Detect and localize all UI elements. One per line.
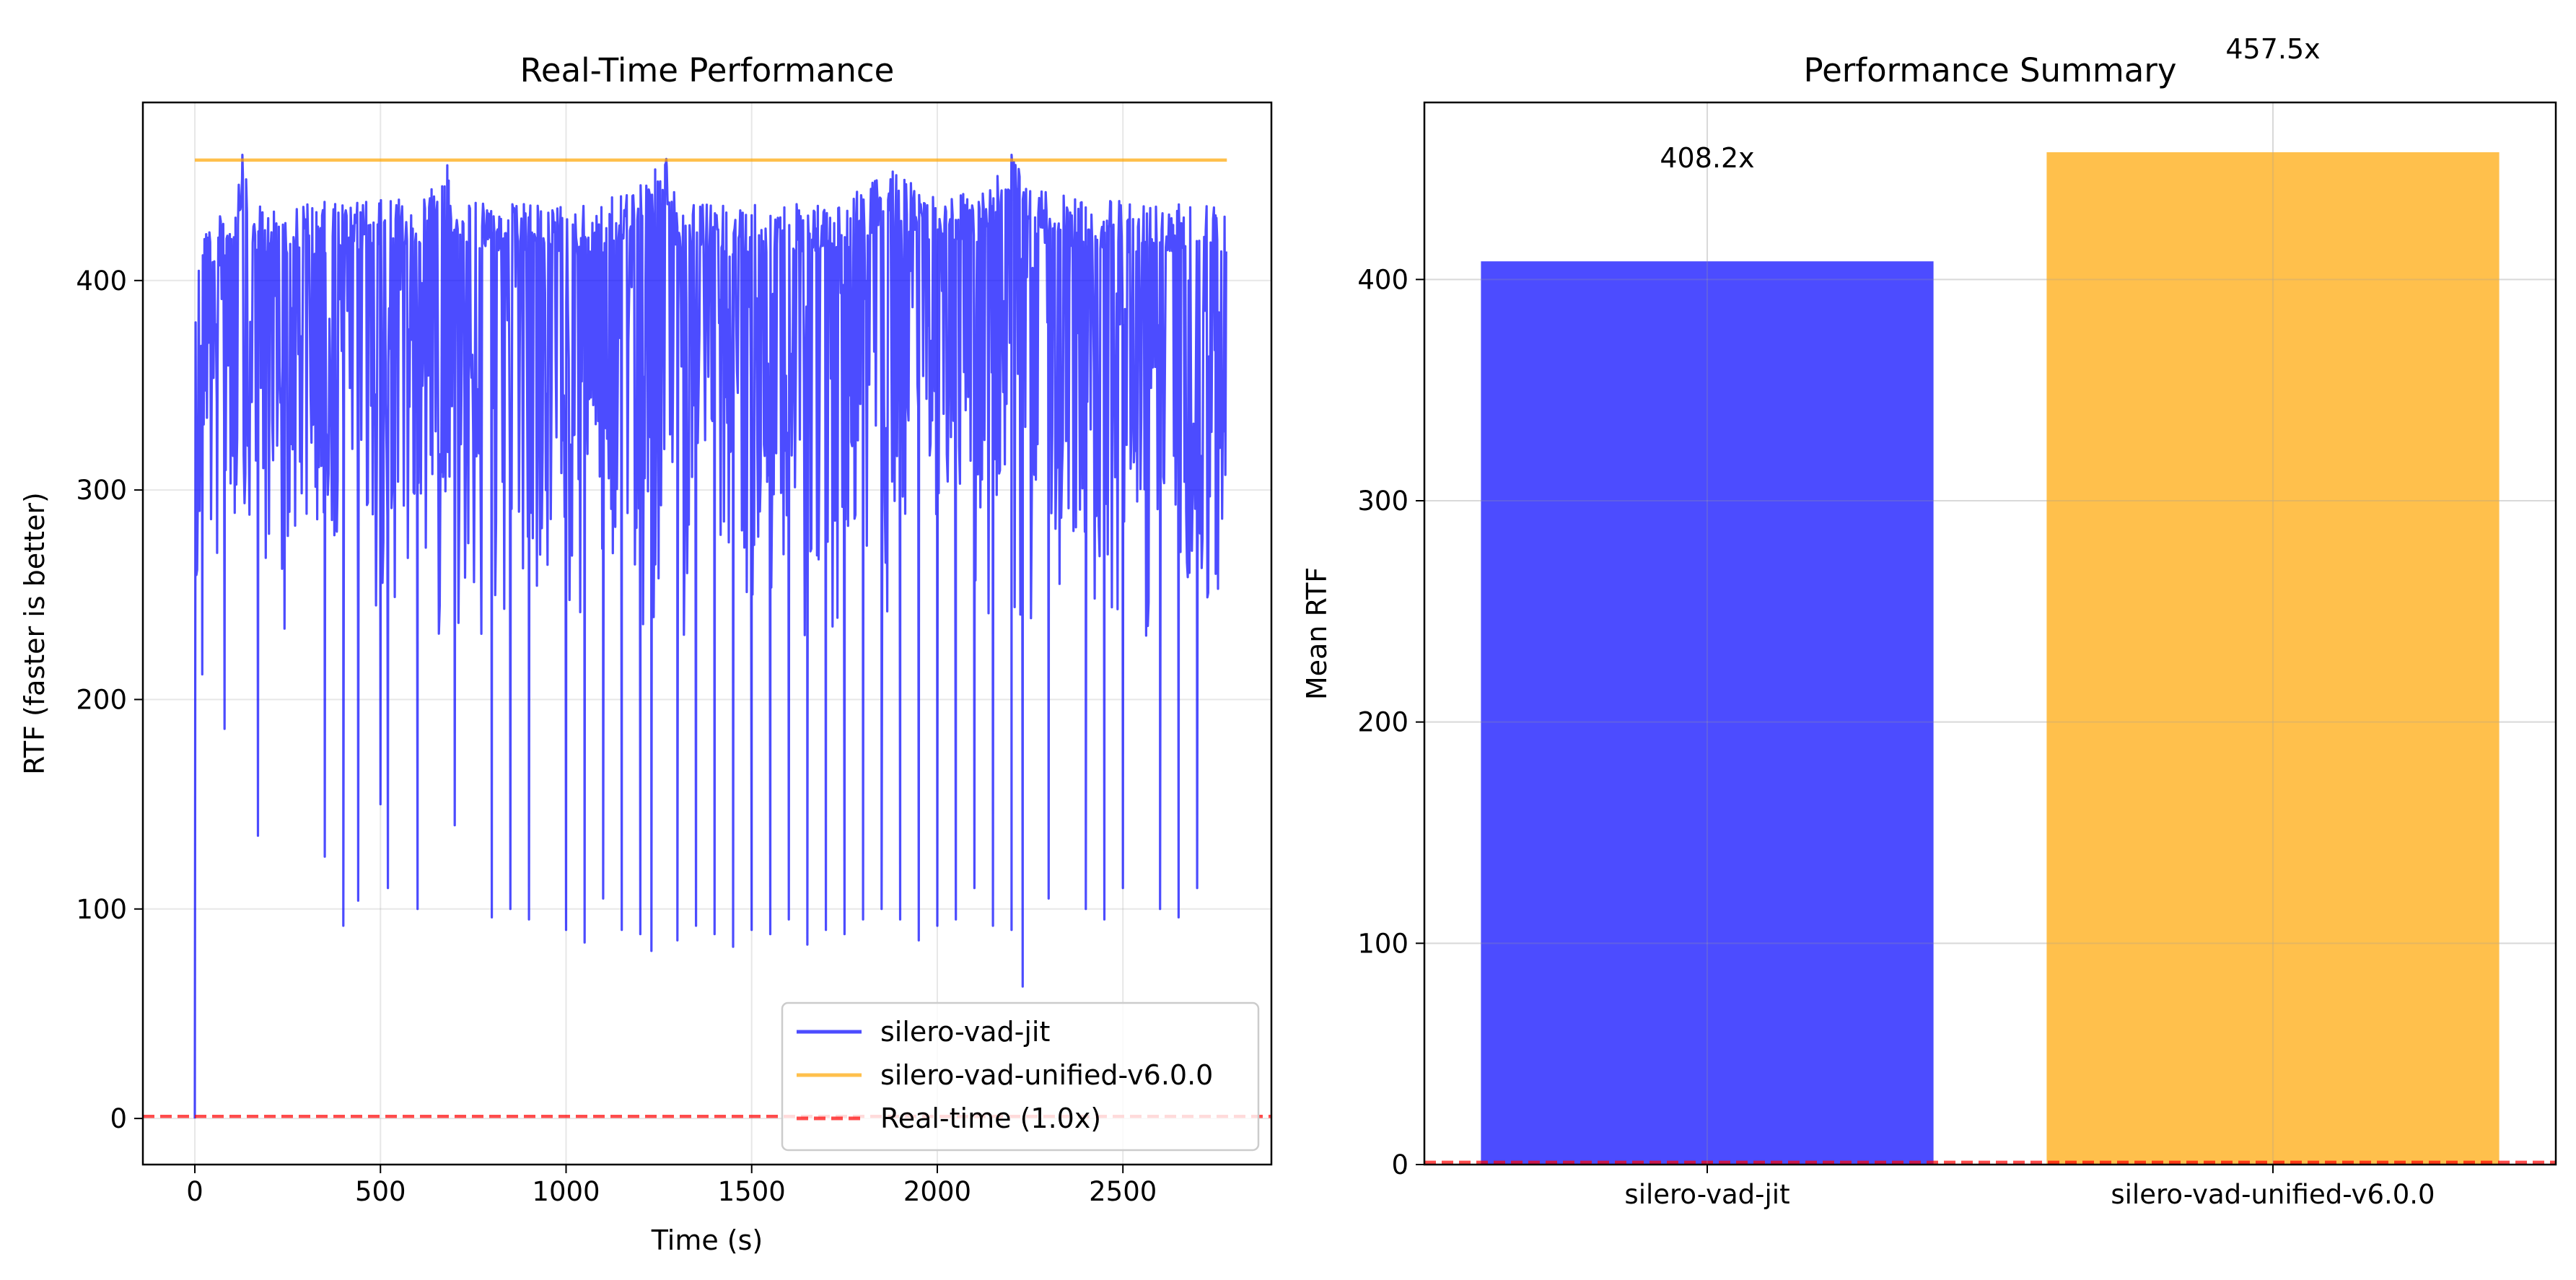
line-chart-panel: 0 500 1000 1500 2000 2500 0 100 200 300 400 Real-T…	[19, 51, 1273, 1256]
y-tick-label: 0	[1391, 1149, 1409, 1180]
x-tick-label: silero-vad-unified-v6.0.0	[2111, 1179, 2435, 1210]
x-tick-label: 2000	[903, 1176, 971, 1207]
bar-chart-panel: 0 100 200 300 400 silero-vad-jit silero-vad-un…	[1301, 33, 2557, 1210]
legend-realtime-label: Real-time (1.0x)	[880, 1103, 1101, 1134]
line-chart-title: Real-Time Performance	[520, 51, 895, 89]
bar-chart-title: Performance Summary	[1804, 51, 2177, 89]
bar-silero-vad-jit	[1481, 261, 1934, 1165]
line-chart-xlabel: Time (s)	[651, 1224, 763, 1256]
x-tick-label: 1500	[718, 1176, 786, 1207]
legend-jit-label: silero-vad-jit	[880, 1016, 1050, 1048]
bar-silero-vad-unified-v6.0.0	[2046, 152, 2500, 1165]
legend-unified-label: silero-vad-unified-v6.0.0	[880, 1059, 1213, 1091]
y-tick-label: 400	[76, 266, 127, 297]
bar-value-label: 457.5x	[2225, 33, 2320, 65]
y-tick-label: 0	[110, 1103, 127, 1134]
bar-chart-ylabel: Mean RTF	[1301, 567, 1333, 700]
bar-chart-ticks: 0 100 200 300 400 silero-vad-jit silero-vad-un…	[1357, 264, 2435, 1210]
line-chart-ticks: 0 500 1000 1500 2000 2500 0 100 200 300 400	[76, 266, 1157, 1207]
y-tick-label: 100	[1357, 928, 1409, 959]
x-tick-label: 2500	[1089, 1176, 1157, 1207]
y-tick-label: 300	[76, 475, 127, 506]
x-tick-label: 1000	[532, 1176, 600, 1207]
legend-frame	[781, 1001, 1260, 1152]
y-tick-label: 200	[1357, 707, 1409, 738]
line-chart-legend: silero-vad-jit silero-vad-unified-v6.0.0…	[781, 1001, 1260, 1152]
y-tick-label: 100	[76, 894, 127, 925]
line-chart-series	[143, 154, 1271, 1119]
y-tick-label: 200	[76, 684, 127, 715]
line-chart-frame	[141, 101, 1273, 1166]
bar-value-label: 408.2x	[1660, 142, 1754, 174]
bar-chart-frame	[1423, 101, 2557, 1166]
x-tick-label: 0	[186, 1176, 203, 1207]
y-tick-label: 400	[1357, 264, 1409, 295]
x-tick-label: 500	[355, 1176, 406, 1207]
bar-chart-grid-overlay	[1424, 102, 2556, 1165]
x-tick-label: silero-vad-jit	[1624, 1179, 1789, 1210]
y-tick-label: 300	[1357, 486, 1409, 517]
bar-chart-value-labels: 408.2x 457.5x	[1660, 33, 2320, 174]
series-silero-vad-jit-line	[193, 154, 1227, 1119]
bar-chart-bars	[1424, 152, 2556, 1165]
line-chart-ylabel: RTF (faster is better)	[19, 492, 51, 775]
